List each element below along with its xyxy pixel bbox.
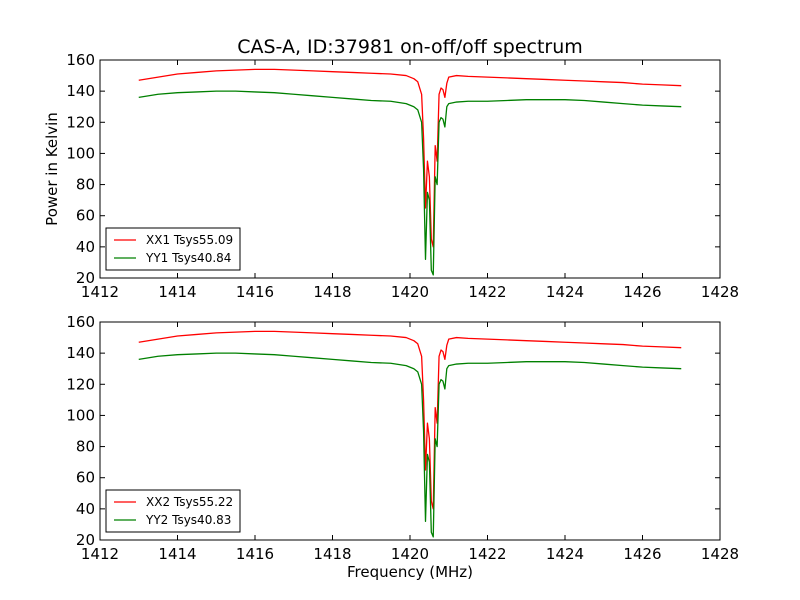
x-tick-label: 1426 — [623, 545, 661, 563]
y-tick-label: 120 — [66, 375, 95, 393]
legend: XX2 Tsys55.22 YY2 Tsys40.83 — [105, 489, 241, 533]
legend-entry: XX2 Tsys55.22 — [146, 495, 233, 509]
bottom-spectrum-panel: 1412 1414 1416 1418 1420 1422 1424 1426 1428 20 40… — [66, 313, 739, 563]
x-tick-label: 1412 — [81, 283, 119, 301]
x-tick-label: 1414 — [158, 545, 196, 563]
x-tick-label: 1414 — [158, 283, 196, 301]
y-tick-label: 140 — [66, 344, 95, 362]
series-line-0-0 — [138, 68, 682, 248]
y-tick-label: 120 — [66, 113, 95, 131]
x-tick-label: 1422 — [468, 283, 506, 301]
y-tick-label: 100 — [66, 406, 95, 424]
y-tick-label: 100 — [66, 144, 95, 162]
legend-box — [105, 489, 241, 533]
y-tick-label: 80 — [76, 176, 95, 194]
y-tick-label: 160 — [66, 51, 95, 69]
x-tick-label: 1412 — [81, 545, 119, 563]
x-tick-label: 1420 — [391, 283, 429, 301]
x-tick-label: 1418 — [313, 283, 351, 301]
y-tick-label: 60 — [76, 469, 95, 487]
y-axis-label: Power in Kelvin — [43, 112, 61, 226]
x-tick-label: 1418 — [313, 545, 351, 563]
legend-box — [105, 227, 241, 271]
y-tick-label: 40 — [76, 238, 95, 256]
legend: XX1 Tsys55.09 YY1 Tsys40.84 — [105, 227, 241, 271]
x-tick-label: 1420 — [391, 545, 429, 563]
x-tick-label: 1428 — [701, 283, 739, 301]
x-tick-label: 1424 — [546, 545, 584, 563]
y-tick-label: 140 — [66, 82, 95, 100]
x-tick-label: 1416 — [236, 545, 274, 563]
x-tick-label: 1426 — [623, 283, 661, 301]
y-tick-label: 80 — [76, 438, 95, 456]
y-tick-label: 20 — [76, 531, 95, 549]
legend-entry: XX1 Tsys55.09 — [146, 233, 233, 247]
y-tick-label: 20 — [76, 269, 95, 287]
series-line-1-1 — [138, 352, 682, 538]
series-line-1-0 — [138, 330, 682, 510]
x-tick-label: 1422 — [468, 545, 506, 563]
x-tick-label: 1416 — [236, 283, 274, 301]
series-line-0-1 — [138, 90, 682, 276]
x-axis-label: Frequency (MHz) — [347, 563, 473, 581]
y-tick-label: 40 — [76, 500, 95, 518]
legend-entry: YY2 Tsys40.83 — [145, 513, 231, 527]
y-tick-label: 160 — [66, 313, 95, 331]
y-tick-label: 60 — [76, 207, 95, 225]
x-tick-label: 1424 — [546, 283, 584, 301]
x-tick-label: 1428 — [701, 545, 739, 563]
legend-entry: YY1 Tsys40.84 — [145, 251, 231, 265]
top-spectrum-panel: 1412 1414 1416 1418 1420 1422 1424 1426 1428 20 40… — [66, 51, 739, 301]
chart-title: CAS-A, ID:37981 on-off/off spectrum — [237, 36, 583, 58]
